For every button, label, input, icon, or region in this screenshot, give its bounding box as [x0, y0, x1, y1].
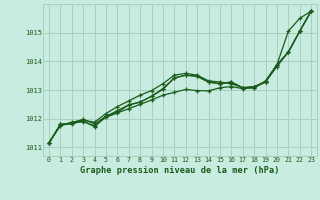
X-axis label: Graphe pression niveau de la mer (hPa): Graphe pression niveau de la mer (hPa)	[80, 166, 280, 175]
